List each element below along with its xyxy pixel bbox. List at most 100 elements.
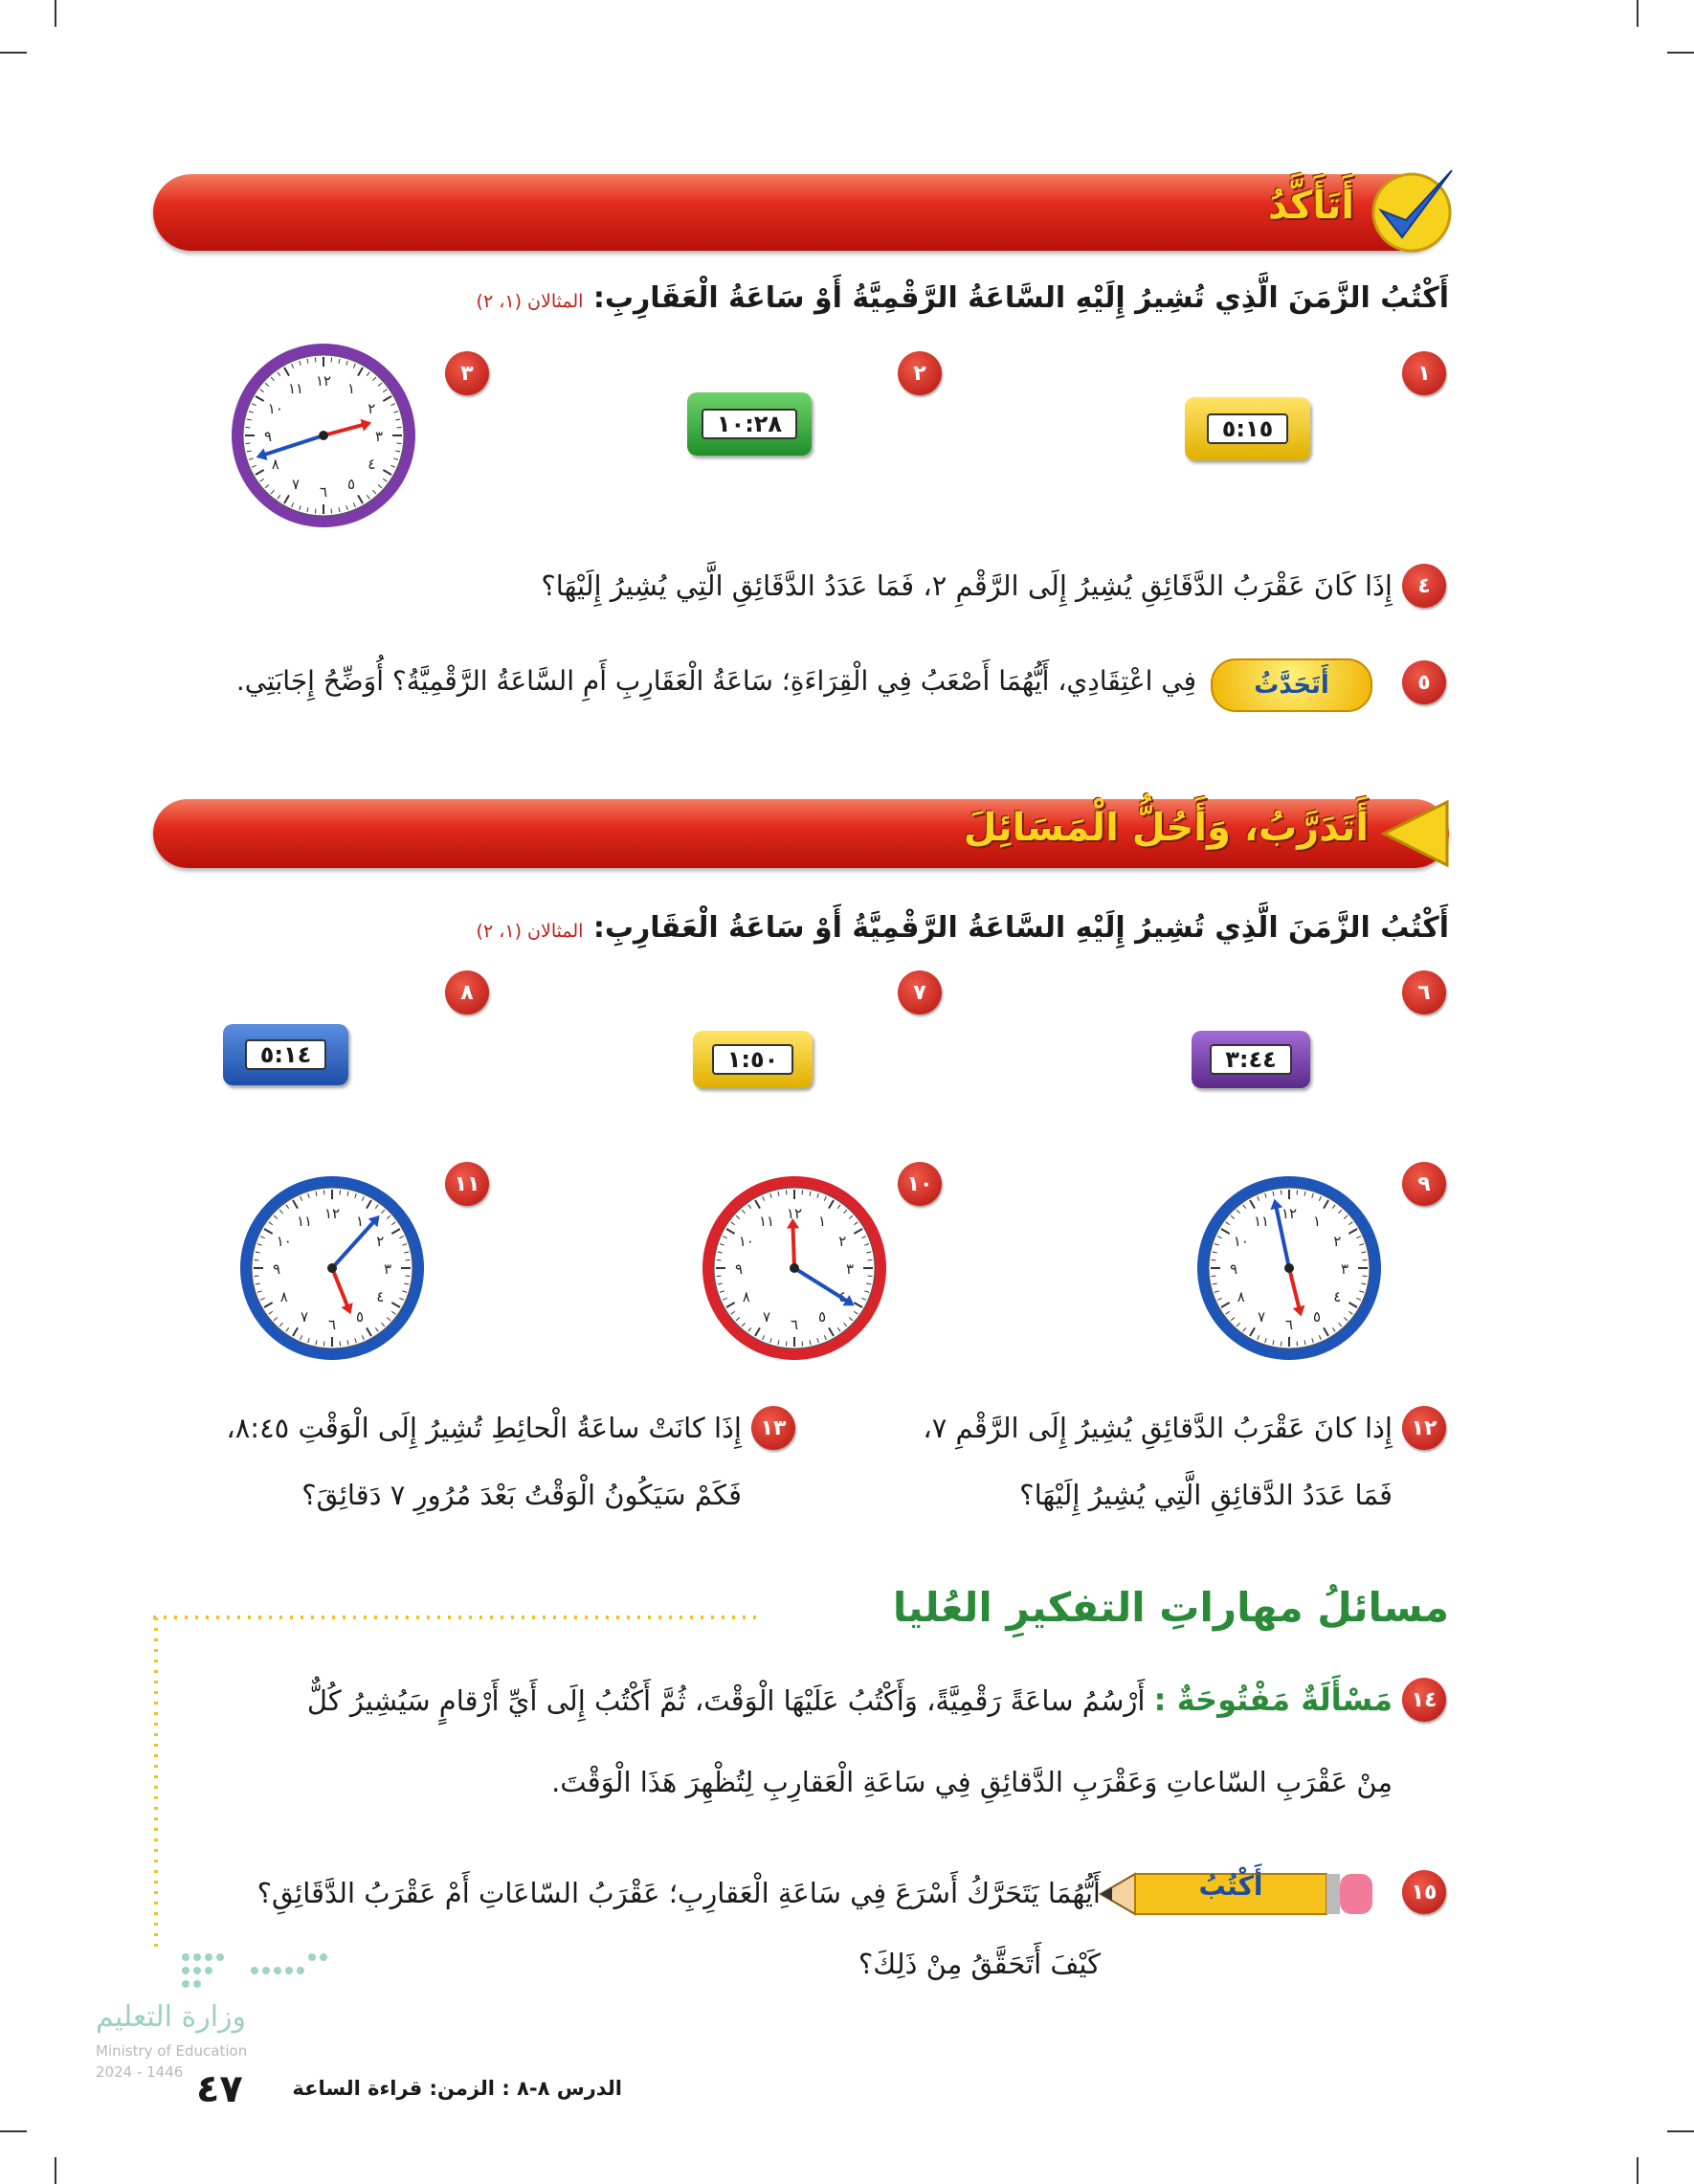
clock-tick bbox=[735, 1215, 741, 1219]
clock-tick bbox=[323, 1341, 325, 1347]
clock-tick bbox=[866, 1282, 872, 1285]
question-line: مِنْ عَقْرَبِ السّاعاتِ وَعَقْرَبِ الدَّ… bbox=[551, 1766, 1393, 1798]
clock-numeral: ٢ bbox=[368, 400, 375, 417]
clock-numeral: ٣ bbox=[846, 1260, 854, 1278]
clock-tick bbox=[246, 450, 252, 453]
problem-number: ٢ bbox=[898, 351, 942, 395]
talk-bubble: أَتَحَدَّثُ bbox=[1211, 658, 1372, 712]
clock-numeral: ١٠ bbox=[739, 1233, 754, 1250]
clock-tick bbox=[785, 1341, 788, 1347]
clock-tick bbox=[1230, 1317, 1236, 1322]
clock-numeral: ٧ bbox=[301, 1308, 308, 1326]
lesson-title: الزمن: قراءة الساعة bbox=[292, 2077, 495, 2100]
clock-tick bbox=[361, 1335, 365, 1341]
clock-numeral: ٨ bbox=[280, 1288, 288, 1305]
clock-tick bbox=[741, 1322, 746, 1327]
clock-tick bbox=[1225, 1310, 1230, 1315]
hour-hand-tip bbox=[786, 1218, 800, 1229]
clock-numeral: ٦ bbox=[328, 1316, 336, 1333]
clock-numeral: ١ bbox=[347, 380, 355, 397]
clock-tick bbox=[801, 1190, 804, 1195]
clock-numeral: ٣ bbox=[384, 1260, 391, 1278]
clock-tick bbox=[722, 1297, 727, 1301]
clock-numeral: ٨ bbox=[272, 456, 279, 473]
clock-numeral: ٩ bbox=[273, 1260, 280, 1278]
clock-tick bbox=[399, 1297, 405, 1301]
clock-tick bbox=[828, 1326, 835, 1337]
clock-tick bbox=[1362, 1259, 1368, 1261]
clock-tick bbox=[307, 1192, 310, 1198]
clock-tick bbox=[1264, 1338, 1267, 1344]
clock-tick bbox=[404, 1282, 410, 1285]
clock-tick bbox=[277, 495, 281, 500]
clock-tick bbox=[279, 1209, 283, 1215]
clock-tick bbox=[843, 1209, 848, 1215]
clock-numeral: ١٠ bbox=[268, 400, 283, 417]
clock-tick bbox=[268, 1221, 273, 1226]
clock-tick bbox=[1318, 1195, 1322, 1201]
clock-tick bbox=[366, 1199, 372, 1210]
clock-tick bbox=[1230, 1215, 1236, 1219]
clock-tick bbox=[391, 1221, 396, 1226]
digital-clock: ٥:١٥ bbox=[1185, 397, 1310, 460]
clock-tick bbox=[395, 418, 401, 421]
clock-tick bbox=[769, 1338, 772, 1344]
question-line: أَيُّهُمَا يَتَحَرَّكُ أَسْرَعَ فِي سَاع… bbox=[256, 1877, 1101, 1909]
clock-tick bbox=[306, 507, 309, 513]
clock-tick bbox=[361, 1195, 365, 1201]
problem-number: ٩ bbox=[1402, 1162, 1446, 1206]
clock-tick bbox=[396, 442, 402, 445]
minute-hand bbox=[792, 1266, 850, 1304]
clock-tick bbox=[256, 1243, 262, 1246]
clock-tick bbox=[357, 367, 364, 377]
clock-tick bbox=[1356, 1297, 1362, 1301]
clock-tick bbox=[1211, 1259, 1216, 1261]
clock-tick bbox=[816, 1192, 819, 1198]
clock-tick bbox=[1220, 1302, 1231, 1308]
clock-tick bbox=[345, 360, 348, 366]
hots-prefix: مسائلُ bbox=[1317, 1584, 1449, 1631]
clock-tick bbox=[291, 502, 295, 508]
clock-tick bbox=[248, 457, 254, 460]
clock-tick bbox=[735, 1317, 741, 1322]
clock-tick bbox=[1212, 1282, 1217, 1285]
clock-numeral: ١٢ bbox=[1282, 1205, 1297, 1222]
clock-tick bbox=[273, 1215, 279, 1219]
clock-tick bbox=[854, 1221, 858, 1226]
clock-tick bbox=[259, 389, 264, 393]
clock-tick bbox=[823, 1335, 827, 1341]
instruction: أَكْتُبُ الزَّمَنَ الَّذِي تُشِيرُ إِلَي… bbox=[477, 909, 1449, 950]
clock-tick bbox=[1343, 1317, 1349, 1322]
clock-tick bbox=[1264, 1192, 1267, 1198]
clock-tick bbox=[299, 505, 301, 511]
clock-tick bbox=[357, 494, 364, 504]
clock-tick bbox=[754, 1199, 761, 1210]
clock-tick bbox=[717, 1251, 723, 1254]
reference: المثالان (١، ٢) bbox=[476, 291, 584, 312]
clock-tick bbox=[1249, 1199, 1256, 1210]
clock-tick bbox=[848, 1317, 854, 1322]
clock-numeral: ١٠ bbox=[277, 1233, 292, 1250]
clock-numeral: ٤ bbox=[376, 1288, 384, 1305]
clock-tick bbox=[315, 1191, 318, 1196]
clock-numeral: ١٠ bbox=[1234, 1233, 1249, 1250]
clock-tick bbox=[300, 1335, 303, 1341]
clock-tick bbox=[404, 1251, 410, 1254]
clock-tick bbox=[867, 1259, 873, 1261]
instruction-text: أَكْتُبُ الزَّمَنَ الَّذِي تُشِيرُ إِلَي… bbox=[592, 281, 1449, 315]
clock-tick bbox=[725, 1302, 736, 1308]
clock-numeral: ٦ bbox=[1285, 1316, 1293, 1333]
clock-tick bbox=[836, 1204, 841, 1209]
clock-tick bbox=[1323, 1199, 1329, 1210]
clock-tick bbox=[848, 1215, 854, 1219]
clock-tick bbox=[366, 1326, 372, 1337]
clock-tick bbox=[1311, 1192, 1314, 1198]
clock-tick bbox=[393, 457, 399, 460]
clock-tick bbox=[255, 395, 265, 402]
clock-tick bbox=[382, 469, 392, 476]
question-line: مَسْأَلَةٌ مَفْتُوحَةٌ : أَرْسُمُ ساعَةً… bbox=[307, 1681, 1393, 1720]
question-text: أَرْسُمُ ساعَةً رَقْمِيَّةً، وَأَكْتُبُ … bbox=[306, 1684, 1146, 1717]
minute-hand bbox=[261, 434, 325, 457]
clock-tick bbox=[383, 389, 388, 393]
